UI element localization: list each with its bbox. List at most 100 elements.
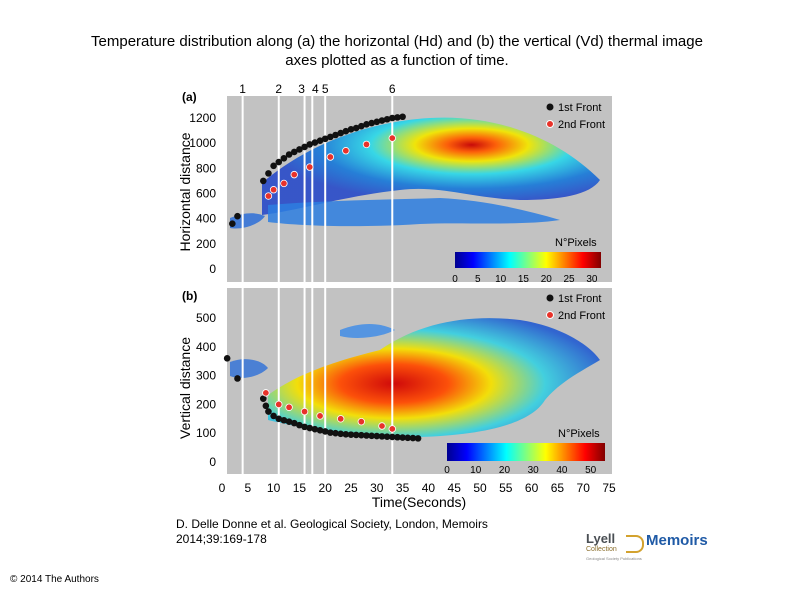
panel-b-colorbar-tick: 40 — [556, 465, 568, 476]
panel-b-front1-point — [358, 431, 365, 439]
panel-b-front1-point — [409, 434, 417, 442]
panel-a-ylabel: Horizontal distance — [177, 132, 193, 251]
panel-b-front1-point — [383, 433, 391, 440]
panel-a-colorbar-tick: 5 — [475, 274, 481, 285]
title-line-1: Temperature distribution along (a) the h… — [91, 33, 703, 50]
panel-a-y-tick-label: 1200 — [189, 111, 216, 125]
panel-b-ylabel: Vertical distance — [177, 337, 193, 439]
panel-a-front1-point — [352, 124, 360, 132]
panel-a-front1-point — [296, 146, 303, 153]
panel-a-y-tick-label: 0 — [209, 262, 216, 276]
panel-b-y-tick-label: 500 — [196, 311, 216, 325]
panel-a-front1-point — [342, 127, 350, 135]
event-label-4: 4 — [312, 82, 319, 96]
panel-b-colorbar-tick: 10 — [470, 465, 482, 476]
panel-b-upper-plume — [340, 324, 395, 338]
panel-b-y-tick-label: 400 — [196, 340, 216, 354]
panel-b-legend: 1st Front 2nd Front — [546, 293, 605, 322]
logo-arrow-icon — [626, 535, 644, 553]
panel-b-front1-point — [259, 395, 267, 402]
panel-a-front1-point — [383, 115, 391, 123]
panel-b-front1-point — [275, 415, 283, 423]
colorbar-b-gradient — [447, 443, 605, 461]
panel-a-front2-point — [388, 134, 396, 142]
panel-a-y-tick-label: 600 — [196, 187, 216, 201]
panel-a-colorbar-tick: 30 — [586, 274, 598, 285]
panel-a-front1-point — [368, 119, 375, 127]
panel-b-front1-point — [378, 433, 386, 440]
panel-a-y-tick-label: 1000 — [189, 136, 216, 150]
panel-a-y-tick-label: 800 — [196, 161, 216, 175]
panel-a-colorbar-tick: 0 — [452, 274, 458, 285]
panel-b-front1-point — [316, 427, 324, 434]
legend-a-front2-marker — [546, 120, 554, 128]
panel-b-label: (b) — [182, 289, 197, 303]
panel-b-front1-point — [280, 416, 288, 424]
panel-a-front1-point — [363, 120, 370, 128]
panel-a-front1-point — [285, 151, 293, 158]
event-label-6: 6 — [389, 82, 396, 96]
panel-a-front1-point — [265, 170, 272, 177]
panel-a-front1-point — [280, 154, 288, 162]
panel-b-front2-point — [285, 403, 293, 411]
logo-tagline: Geological Society Publications — [586, 556, 642, 561]
panel-b-colorbar-tick: 20 — [499, 465, 511, 476]
event-label-1: 1 — [239, 82, 246, 96]
panel-a-front1-point — [358, 122, 365, 130]
panel-b-colorbar-tick: 50 — [585, 465, 597, 476]
legend-b-front2-label: 2nd Front — [558, 310, 605, 322]
panel-a-colorbar-tick: 20 — [541, 274, 553, 285]
panel-b-y-tick-label: 200 — [196, 397, 216, 411]
title-line-2: axes plotted as a function of time. — [285, 52, 509, 69]
panel-a-front1-point — [290, 148, 298, 156]
panel-a-front1-point — [311, 139, 319, 146]
x-tick-label: 55 — [499, 481, 513, 495]
citation-line-2: 2014;39:169-178 — [176, 532, 267, 546]
logo-lyell: Lyell — [586, 531, 616, 546]
legend-a-front1-marker — [546, 103, 554, 111]
panel-b-front1-point — [342, 431, 350, 438]
panel-a-front1-point — [316, 137, 324, 144]
x-tick-label: 25 — [344, 481, 358, 495]
panel-b-front1-point — [234, 375, 241, 382]
panel-a-front2-point — [362, 140, 371, 149]
colorbar-a-label: N°Pixels — [555, 237, 597, 249]
legend-b-front1-label: 1st Front — [558, 293, 601, 305]
panel-b-front1-point — [270, 412, 277, 420]
panel-b-front1-point — [285, 418, 293, 425]
panel-a-front1-point — [270, 162, 277, 170]
panel-b-y-tick-label: 300 — [196, 369, 216, 383]
panel-b-front2-point — [388, 425, 396, 433]
panel-b-front1-point — [311, 425, 319, 433]
figure-title: Temperature distribution along (a) the h… — [20, 32, 774, 70]
lyell-memoirs-logo: Lyell Collection Memoirs Geological Soci… — [586, 529, 716, 565]
panel-b-front2-point — [357, 417, 366, 426]
panel-b-front1-point — [373, 432, 381, 440]
panel-a-y-tick-label: 200 — [196, 237, 216, 251]
x-tick-label: 50 — [473, 481, 487, 495]
x-tick-label: 10 — [267, 481, 281, 495]
x-tick-label: 75 — [602, 481, 616, 495]
colorbar-a-gradient — [455, 252, 601, 268]
panel-b-heatmap — [268, 318, 600, 438]
panel-b-colorbar-tick: 30 — [528, 465, 540, 476]
legend-b-front1-marker — [546, 294, 554, 302]
panel-b-front1-point — [414, 435, 422, 442]
panel-a-front1-point — [399, 113, 406, 121]
panel-b-front1-point — [347, 431, 355, 438]
panel-b-front1-point — [363, 432, 370, 439]
panel-a-front1-point — [321, 135, 329, 143]
panel-b-front1-point — [368, 432, 375, 440]
panel-a-front1-point — [373, 118, 381, 126]
panel-b-front2-point — [275, 400, 283, 409]
x-tick-label: 65 — [551, 481, 565, 495]
panel-b-front2-point — [262, 389, 270, 397]
panel-a-colorbar-tick: 10 — [495, 274, 507, 285]
panel-b-colorbar: N°Pixels 0 10 20 30 40 50 — [444, 428, 605, 476]
panel-a-legend: 1st Front 2nd Front — [546, 102, 605, 131]
panel-a-front1-point — [301, 143, 308, 151]
panel-a-front2-point — [306, 163, 314, 171]
panel-a-y-tick-label: 400 — [196, 212, 216, 226]
panel-a-colorbar-tick: 25 — [564, 274, 576, 285]
